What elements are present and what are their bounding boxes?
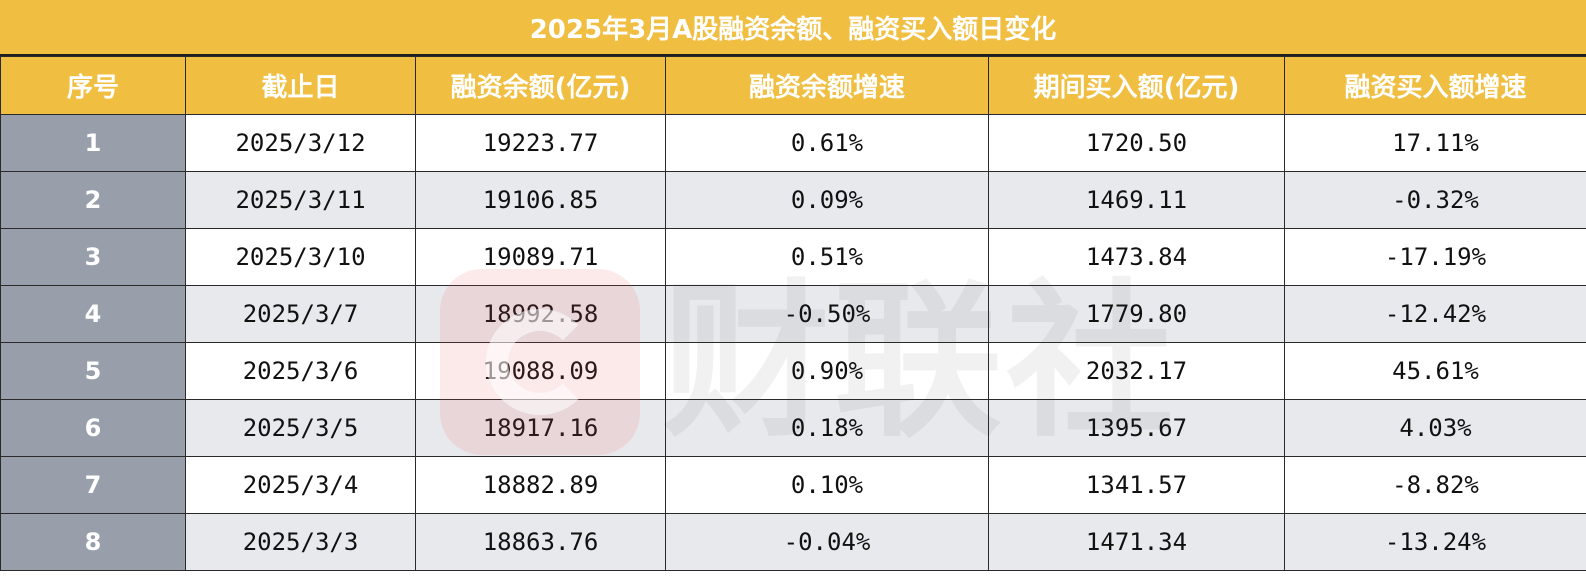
cell-purchase: 1341.57 <box>988 456 1285 514</box>
col-header-purchase: 期间买入额(亿元) <box>988 56 1285 115</box>
cell-balance-growth: 0.18% <box>665 399 989 457</box>
cell-balance: 19106.85 <box>415 171 666 229</box>
cell-balance: 18863.76 <box>415 513 666 571</box>
cell-purchase: 1473.84 <box>988 228 1285 286</box>
cell-date: 2025/3/10 <box>185 228 416 286</box>
cell-purchase-growth: -0.32% <box>1284 171 1586 229</box>
cell-date: 2025/3/12 <box>185 114 416 172</box>
cell-index: 2 <box>0 171 186 229</box>
cell-balance: 18882.89 <box>415 456 666 514</box>
cell-purchase: 1395.67 <box>988 399 1285 457</box>
cell-date: 2025/3/4 <box>185 456 416 514</box>
financing-table: 序号 截止日 融资余额(亿元) 融资余额增速 期间买入额(亿元) 融资买入额增速… <box>0 56 1586 571</box>
table-row: 8 2025/3/3 18863.76 -0.04% 1471.34 -13.2… <box>0 513 1586 571</box>
cell-purchase-growth: -17.19% <box>1284 228 1586 286</box>
table-row: 1 2025/3/12 19223.77 0.61% 1720.50 17.11… <box>0 114 1586 172</box>
col-header-balance: 融资余额(亿元) <box>415 56 666 115</box>
cell-index: 7 <box>0 456 186 514</box>
cell-index: 1 <box>0 114 186 172</box>
table-row: 2 2025/3/11 19106.85 0.09% 1469.11 -0.32… <box>0 171 1586 229</box>
cell-purchase-growth: -12.42% <box>1284 285 1586 343</box>
cell-balance: 18992.58 <box>415 285 666 343</box>
cell-index: 3 <box>0 228 186 286</box>
cell-index: 6 <box>0 399 186 457</box>
cell-purchase-growth: -13.24% <box>1284 513 1586 571</box>
cell-balance-growth: 0.61% <box>665 114 989 172</box>
col-header-date: 截止日 <box>185 56 416 115</box>
col-header-purchase-growth: 融资买入额增速 <box>1284 56 1586 115</box>
table-row: 5 2025/3/6 19088.09 0.90% 2032.17 45.61% <box>0 342 1586 400</box>
cell-balance-growth: -0.50% <box>665 285 989 343</box>
cell-balance-growth: 0.10% <box>665 456 989 514</box>
cell-index: 5 <box>0 342 186 400</box>
cell-balance: 18917.16 <box>415 399 666 457</box>
cell-purchase: 1779.80 <box>988 285 1285 343</box>
cell-balance: 19089.71 <box>415 228 666 286</box>
table-row: 3 2025/3/10 19089.71 0.51% 1473.84 -17.1… <box>0 228 1586 286</box>
table-row: 6 2025/3/5 18917.16 0.18% 1395.67 4.03% <box>0 399 1586 457</box>
header-row: 序号 截止日 融资余额(亿元) 融资余额增速 期间买入额(亿元) 融资买入额增速 <box>0 56 1586 115</box>
cell-index: 4 <box>0 285 186 343</box>
cell-purchase: 1720.50 <box>988 114 1285 172</box>
cell-date: 2025/3/7 <box>185 285 416 343</box>
cell-purchase-growth: 17.11% <box>1284 114 1586 172</box>
cell-date: 2025/3/5 <box>185 399 416 457</box>
col-header-index: 序号 <box>0 56 186 115</box>
table-title: 2025年3月A股融资余额、融资买入额日变化 <box>0 0 1586 56</box>
cell-purchase-growth: 45.61% <box>1284 342 1586 400</box>
cell-balance-growth: 0.09% <box>665 171 989 229</box>
cell-balance: 19088.09 <box>415 342 666 400</box>
cell-index: 8 <box>0 513 186 571</box>
table-row: 4 2025/3/7 18992.58 -0.50% 1779.80 -12.4… <box>0 285 1586 343</box>
cell-purchase: 2032.17 <box>988 342 1285 400</box>
cell-balance-growth: -0.04% <box>665 513 989 571</box>
col-header-balance-growth: 融资余额增速 <box>665 56 989 115</box>
table-row: 7 2025/3/4 18882.89 0.10% 1341.57 -8.82% <box>0 456 1586 514</box>
cell-balance-growth: 0.51% <box>665 228 989 286</box>
cell-date: 2025/3/11 <box>185 171 416 229</box>
cell-balance: 19223.77 <box>415 114 666 172</box>
cell-purchase-growth: 4.03% <box>1284 399 1586 457</box>
cell-purchase: 1469.11 <box>988 171 1285 229</box>
cell-purchase-growth: -8.82% <box>1284 456 1586 514</box>
cell-purchase: 1471.34 <box>988 513 1285 571</box>
cell-date: 2025/3/3 <box>185 513 416 571</box>
cell-date: 2025/3/6 <box>185 342 416 400</box>
cell-balance-growth: 0.90% <box>665 342 989 400</box>
